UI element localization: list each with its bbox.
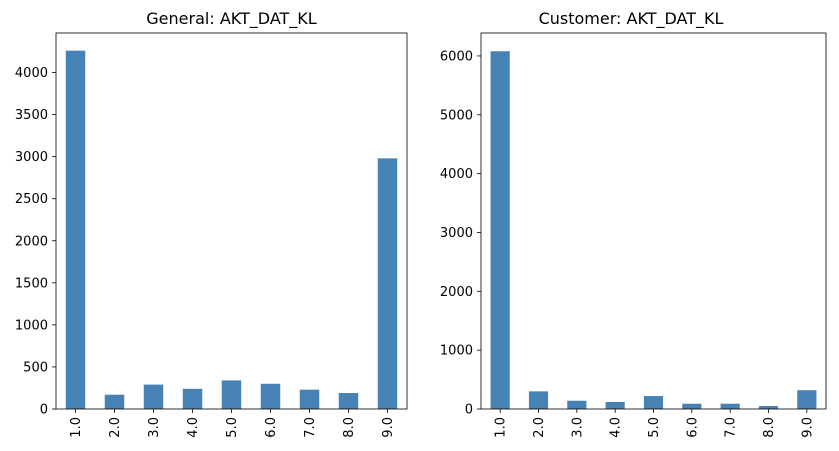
y-tick-label: 0	[40, 403, 48, 418]
y-tick-label: 500	[23, 360, 48, 375]
x-tick-label: 1.0	[69, 417, 84, 438]
plot-frame	[55, 32, 408, 410]
bar-2.0	[104, 394, 125, 409]
y-tick-label: 4000	[15, 66, 48, 81]
x-tick-label: 7.0	[724, 417, 739, 438]
bar-9.0	[797, 390, 817, 409]
bar-3.0	[567, 400, 587, 409]
x-tick-label: 7.0	[303, 417, 318, 438]
y-tick-label: 5000	[440, 108, 473, 123]
x-tick-label: 8.0	[342, 417, 357, 438]
x-tick-label: 3.0	[570, 417, 585, 438]
plot-frame	[480, 32, 827, 410]
y-tick-label: 1000	[15, 318, 48, 333]
bar-6.0	[260, 383, 281, 409]
bar-2.0	[528, 391, 549, 409]
bar-9.0	[377, 158, 398, 409]
x-tick-label: 3.0	[147, 417, 162, 438]
y-tick-label: 6000	[440, 49, 473, 64]
x-tick-label: 5.0	[647, 417, 662, 438]
chart-title: Customer: AKT_DAT_KL	[539, 9, 724, 29]
y-tick-label: 3500	[15, 108, 48, 123]
y-tick-label: 1000	[440, 344, 473, 359]
y-tick-label: 2500	[15, 192, 48, 207]
x-tick-label: 2.0	[532, 417, 547, 438]
bar-5.0	[221, 380, 242, 409]
bar-4.0	[182, 388, 203, 409]
y-tick-label: 3000	[15, 150, 48, 165]
bar-3.0	[143, 384, 164, 409]
bar-7.0	[299, 389, 320, 409]
x-tick-label: 9.0	[800, 417, 815, 438]
chart-customer: Customer: AKT_DAT_KL 0 1000 2000 3000 4000 50…	[440, 9, 827, 438]
bar-4.0	[605, 401, 625, 409]
y-tick-label: 1500	[15, 276, 48, 291]
bar-1.0	[490, 51, 510, 410]
chart-general: General: AKT_DAT_KL 0 500 1000 1500 2000 2500…	[15, 9, 408, 438]
bar-8.0	[338, 393, 359, 409]
x-tick-label: 4.0	[609, 417, 624, 438]
y-tick-label: 2000	[440, 285, 473, 300]
y-tick-label: 0	[465, 403, 473, 418]
bar-1.0	[65, 50, 86, 409]
y-tick-label: 3000	[440, 226, 473, 241]
chart-title: General: AKT_DAT_KL	[146, 9, 317, 29]
x-tick-label: 6.0	[685, 417, 700, 438]
bar-5.0	[643, 396, 664, 409]
x-tick-label: 6.0	[264, 417, 279, 438]
x-tick-label: 9.0	[381, 417, 396, 438]
bar-6.0	[682, 403, 702, 409]
bar-7.0	[720, 403, 740, 409]
x-tick-label: 8.0	[762, 417, 777, 438]
x-tick-label: 1.0	[494, 417, 509, 438]
y-tick-label: 2000	[15, 234, 48, 249]
x-tick-label: 4.0	[186, 417, 201, 438]
x-tick-label: 5.0	[225, 417, 240, 438]
bar-8.0	[758, 406, 779, 409]
y-tick-label: 4000	[440, 167, 473, 182]
x-tick-label: 2.0	[108, 417, 123, 438]
